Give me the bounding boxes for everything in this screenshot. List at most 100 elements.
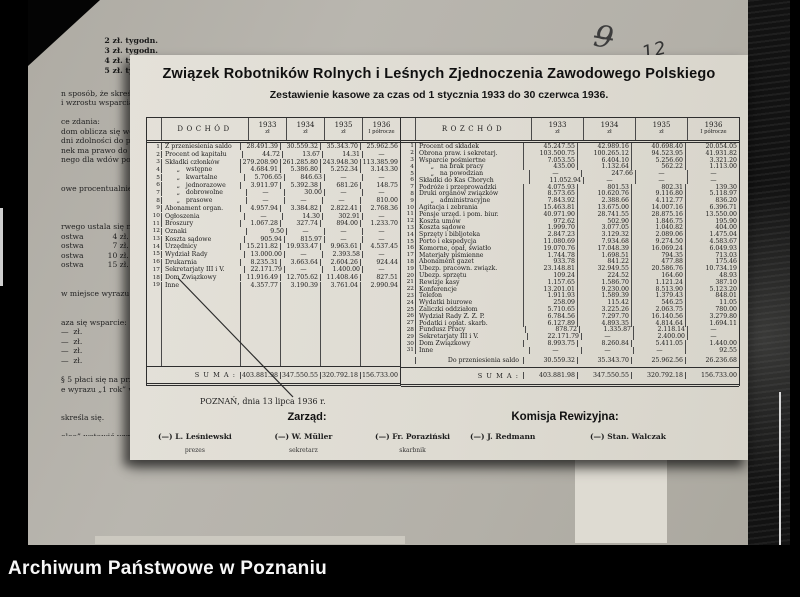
value-1934: 2.388.66: [577, 197, 631, 205]
expense-total-row: S U M A : 403.881.98 347.550.55 320.792.…: [401, 366, 739, 387]
value-1934: 3.077.05: [577, 224, 631, 232]
row-label: Ogłoszenia: [161, 212, 244, 220]
row-label: Komorne, opał, światło: [415, 244, 523, 252]
value-1934: —: [583, 176, 635, 184]
value-1934: 1.586.70: [577, 278, 631, 286]
value-1935: 546.25: [631, 299, 685, 307]
expense-row: 30 Dom Związkowy 8.993.75 8.260.84 5.411…: [401, 340, 739, 348]
value-1935: 16.069.24: [631, 244, 685, 252]
value-1933: 972.62: [523, 217, 577, 225]
row-label: Zaliczki oddziałom: [415, 306, 523, 314]
value-1934: 8.260.84: [577, 340, 631, 348]
row-label: Drukarnia: [161, 258, 240, 266]
value-1936: 924.44: [360, 258, 400, 266]
value-1935: 2.063.75: [631, 306, 685, 314]
value-1934: 13.675.00: [577, 204, 631, 212]
value-1936: —: [362, 189, 400, 197]
row-label: „ dobrowolne: [161, 189, 246, 197]
income-header-row: DOCHÓD 1933 zł 1934 zł 1935 zł 1936 I półrocze: [147, 118, 400, 143]
value-1933: 1.157.65: [523, 278, 577, 286]
row-number: 4: [156, 166, 160, 173]
value-1936: —: [362, 250, 400, 258]
value-1935: 477.88: [631, 258, 685, 266]
value-1936: 10.734.19: [685, 265, 739, 273]
value-1935: —: [635, 170, 687, 178]
row-label: Telefon: [415, 292, 523, 300]
value-1934: 327.74: [280, 220, 320, 228]
value-1935: 11.408.46: [320, 274, 360, 282]
value-1934: 1.589.39: [577, 292, 631, 300]
signature: (—) L. Leśniewski prezes: [158, 432, 232, 454]
value-1935: 2.400.00: [633, 333, 687, 341]
row-number: 10: [406, 204, 414, 211]
row-number: 30: [406, 340, 414, 347]
value-1935: 2.393.58: [322, 250, 362, 258]
value-1935: —: [324, 235, 362, 243]
row-label: Wydział Rady: [161, 250, 244, 258]
carry-1933: 30.559.32: [523, 356, 577, 364]
value-1936: 848.01: [685, 292, 739, 300]
row-number: 13: [406, 224, 414, 231]
row-number: 2: [410, 150, 414, 157]
value-1933: 13.000.00: [244, 250, 284, 258]
row-label: Pensje urzęd. i pom. biur.: [415, 210, 523, 218]
row-number: 8: [410, 190, 414, 197]
value-1934: 115.42: [577, 299, 631, 307]
value-1935: 1.400.00: [322, 266, 362, 274]
value-1933: 905.94: [244, 235, 284, 243]
row-number: 11: [406, 211, 414, 218]
signature-name: (—) W. Müller: [274, 432, 333, 441]
value-1933: 435.00: [523, 163, 577, 171]
value-1935: 164.60: [631, 272, 685, 280]
value-1936: 5.118.97: [685, 190, 739, 198]
signature-role: skarbnik: [399, 447, 426, 454]
value-1934: 12.705.62: [280, 274, 320, 282]
expense-row: 27 Podatki i opłat. skarb. 6.127.89 4.89…: [401, 319, 739, 327]
value-1935: 14.31: [322, 151, 362, 159]
row-label: Podróże i przeprowadzki: [415, 183, 523, 191]
value-1933: 7.053.55: [523, 156, 577, 164]
value-1934: 14.30: [282, 212, 322, 220]
total-1934: 347.550.55: [280, 371, 318, 379]
value-1933: 2.847.23: [523, 231, 577, 239]
margin-line: ostwa 15 zł.: [61, 260, 129, 270]
value-1934: 3.225.26: [577, 306, 631, 314]
margin-line: 2 zł. tygodn.: [104, 36, 158, 45]
header-number-cell: [147, 118, 161, 140]
header-number-cell: [401, 118, 415, 140]
value-1936: 2.768.36: [360, 204, 400, 212]
value-1936: 48.93: [685, 272, 739, 280]
value-1933: 22.171.79: [527, 333, 581, 341]
row-label: Fundusz Pracy: [415, 326, 525, 334]
value-1934: 261.285.80: [280, 158, 320, 166]
value-1935: 2.089.06: [631, 231, 685, 239]
year-header-cell: 1934 zł: [286, 118, 324, 140]
value-1936: —: [362, 151, 400, 159]
margin-line: — zł.: [61, 346, 83, 356]
row-label: Inne: [161, 281, 240, 289]
row-number: 31: [406, 347, 414, 354]
archive-name-label: Archiwum Państwowe w Poznaniu: [8, 558, 328, 579]
value-1935: 5.252.34: [320, 166, 360, 174]
value-1935: 2.604.26: [320, 258, 360, 266]
value-1934: 5.386.80: [280, 166, 320, 174]
value-1935: 302.91: [322, 212, 362, 220]
value-1935: 9.274.50: [631, 238, 685, 246]
value-1935: 9.116.80: [631, 190, 685, 198]
row-number: 22: [406, 286, 414, 293]
value-1934: —: [284, 197, 322, 205]
value-1934: —: [284, 250, 322, 258]
value-1934: 17.048.39: [577, 244, 631, 252]
year-header-cell: 1936 I półrocze: [687, 118, 739, 140]
value-1934: 502.90: [577, 217, 631, 225]
value-1934: 30.559.32: [280, 143, 320, 151]
carry-1935: 25.962.56: [631, 356, 685, 364]
signature: (—) Stan. Walczak: [590, 432, 666, 441]
value-1935: 8.513.90: [631, 285, 685, 293]
income-row: 16 Drukarnia 8.235.31 3.663.64 2.604.26 …: [147, 258, 400, 266]
income-row: 12 Oznaki 9.50 — — —: [147, 227, 400, 236]
value-1935: 94.523.95: [631, 149, 685, 157]
total-1933: 403.881.98: [240, 371, 278, 379]
carry-forward-label: Do przeniesienia saldo: [415, 356, 523, 364]
document-title: Związek Robotników Rolnych i Leśnych Zje…: [162, 66, 716, 82]
